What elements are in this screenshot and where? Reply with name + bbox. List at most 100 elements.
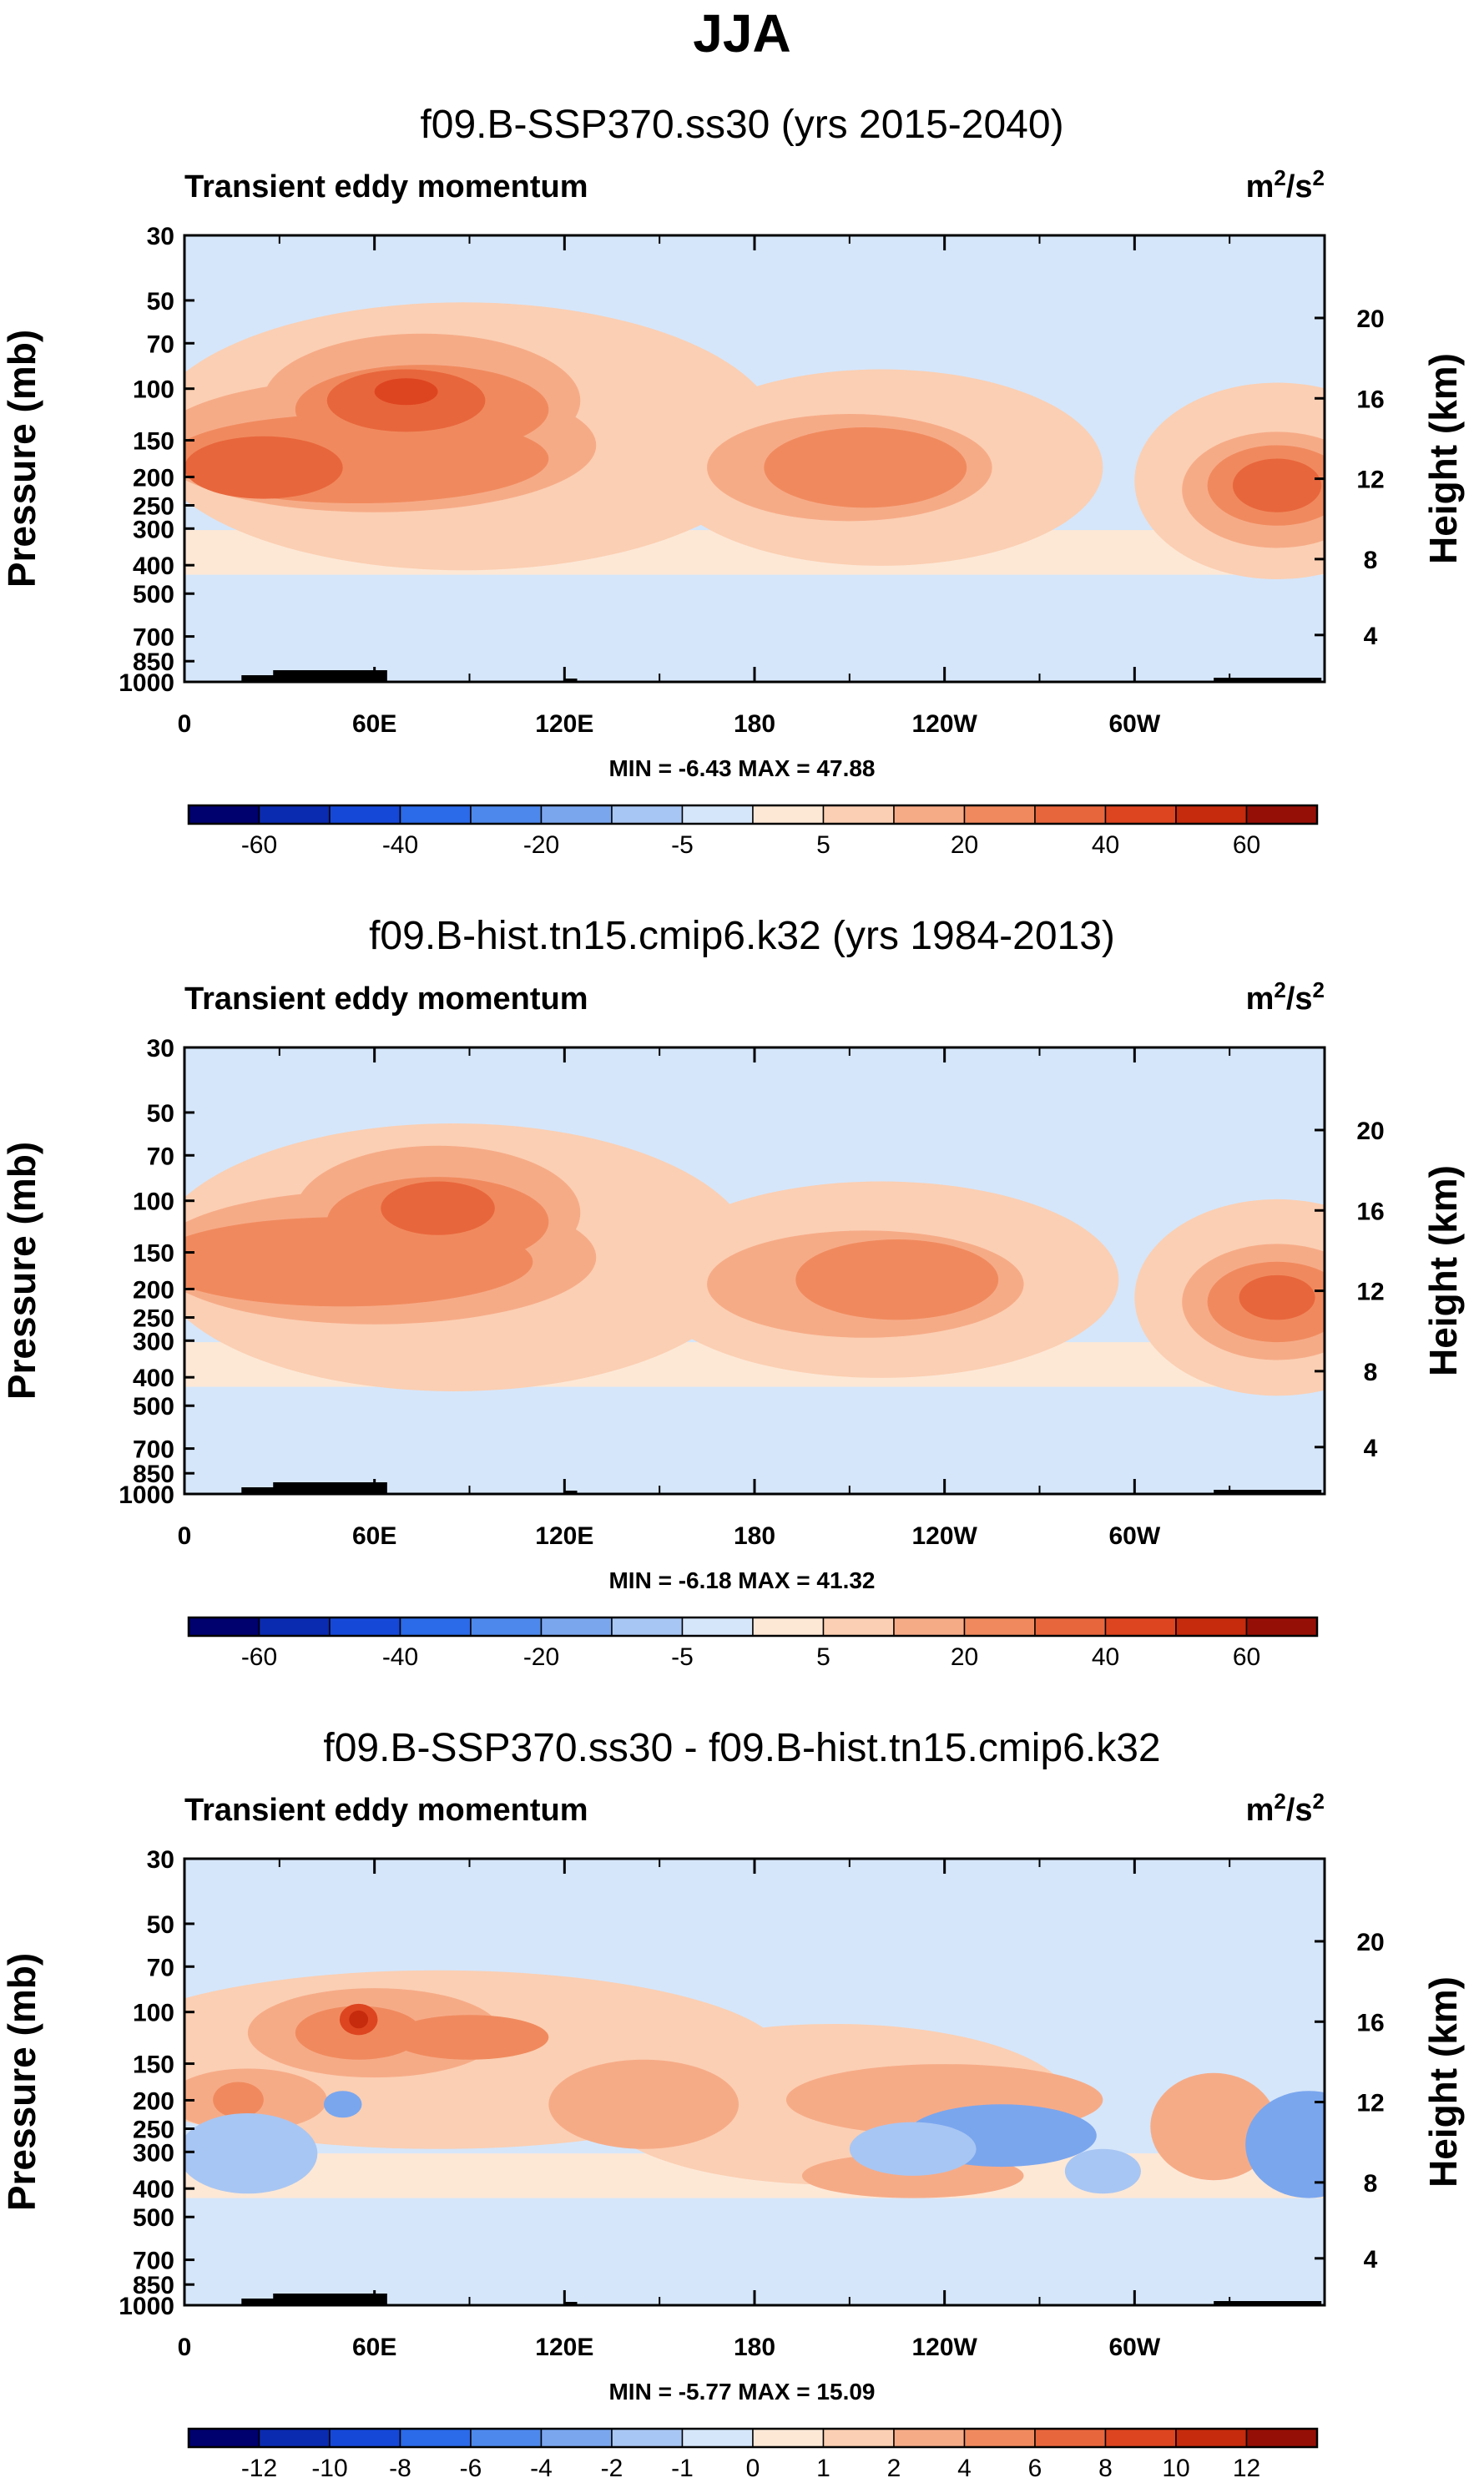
y-tick-label: 300 [133,516,174,543]
colorbar-swatch [822,2428,895,2448]
colorbar-swatch [752,2428,825,2448]
y-tick-label: 30 [147,1035,174,1062]
y-tick-label: 700 [133,1436,174,1464]
terrain [241,670,1322,682]
colorbar-swatch [752,805,825,825]
contour-region [548,2059,739,2149]
colorbar-label: -5 [671,831,694,859]
y-tick-label: 200 [133,464,174,492]
colorbar-swatch [399,1617,472,1637]
plot-area [184,235,1325,682]
terrain-block [1214,678,1322,682]
y-tick-label: 30 [147,1846,174,1874]
y2-tick-label: 16 [1356,386,1384,413]
x-tick-label: 0 [178,2334,192,2361]
colorbar-swatch [1034,2428,1107,2448]
y-tick-label: 500 [133,581,174,608]
colorbar-label: 60 [1233,1643,1260,1671]
y-tick-label: 850 [133,1461,174,1488]
colorbar-frame [187,804,1319,825]
x-tick-label: 120E [535,2334,593,2361]
colorbar-swatch [1245,1617,1318,1637]
colorbar-label: -10 [311,2455,347,2482]
colorbar-swatch [188,1617,260,1637]
contour-region [1239,1274,1315,1320]
x-tick-label: 60W [1108,710,1160,738]
y-tick-label: 250 [133,492,174,520]
panel-title: f09.B-SSP370.ss30 (yrs 2015-2040) [420,103,1063,147]
colorbar-frame [187,1616,1319,1638]
colorbar-swatch [611,1617,684,1637]
colorbar-swatch [258,2428,331,2448]
colorbar-label: 40 [1092,1643,1119,1671]
colorbar: -12 -10 -8 -6 -4 -2 -1 0 1 2 4 6 8 10 12 [187,2427,1319,2482]
colorbar-label: -20 [523,831,559,859]
y-tick-label: 1000 [119,2293,174,2320]
chart-panel-3: f09.B-SSP370.ss30 - f09.B-hist.tn15.cmip… [0,1726,1465,2482]
y-tick-label: 30 [147,223,174,250]
y2-tick-label: 20 [1356,1118,1384,1145]
x-tick-label: 60E [352,2334,396,2361]
y2-tick-label: 16 [1356,1198,1384,1225]
y2-tick-label: 4 [1364,1435,1378,1462]
y-tick-label: 850 [133,649,174,676]
colorbar-label: 6 [1028,2455,1042,2482]
x-tick-label: 120E [535,1522,593,1550]
y-tick-label: 500 [133,1393,174,1421]
y2-tick-label: 20 [1356,1929,1384,1956]
colorbar-swatch [540,2428,613,2448]
colorbar: -60 -40 -20 -5 5 20 40 60 [187,1616,1319,1671]
y2-axis-label: Height (km) [1421,1976,1465,2188]
contour-region [323,2091,362,2118]
y2-tick-label: 16 [1356,2009,1384,2036]
colorbar-swatch [1034,805,1107,825]
colorbar-swatch [681,805,754,825]
y-axis-label: Pressure (mb) [0,1142,43,1400]
contour-region [381,1181,495,1235]
y-tick-label: 70 [147,1954,174,1981]
colorbar-swatch [752,1617,825,1637]
y-tick-label: 150 [133,2052,174,2079]
colorbar-swatch [258,805,331,825]
y-tick-label: 850 [133,2272,174,2299]
colorbar-label: 2 [887,2455,901,2482]
terrain-block [273,1482,387,1494]
y-axis-label: Pressure (mb) [0,330,43,588]
min-max-stats: MIN = -6.43 MAX = 47.88 [608,755,875,781]
colorbar-label: -4 [530,2455,553,2482]
colorbar-label: 20 [951,1643,978,1671]
colorbar-label: 8 [1098,2455,1113,2482]
y-tick-label: 50 [147,1100,174,1128]
panel-subtitle: Transient eddy momentum [184,1793,588,1828]
x-tick-label: 120W [911,1522,977,1550]
colorbar-swatch [681,2428,754,2448]
colorbar-label: -8 [389,2455,411,2482]
y-tick-label: 150 [133,428,174,456]
y-tick-label: 200 [133,2087,174,2115]
colorbar-label: 10 [1162,2455,1189,2482]
min-max-stats: MIN = -6.18 MAX = 41.32 [608,1567,875,1593]
panel-title: f09.B-hist.tn15.cmip6.k32 (yrs 1984-2013… [369,914,1115,958]
colorbar-swatch [893,1617,966,1637]
y-tick-label: 70 [147,1143,174,1170]
x-tick-label: 120W [911,710,977,738]
colorbar-swatch [1104,805,1177,825]
y2-tick-label: 4 [1364,623,1378,650]
colorbar-label: -2 [601,2455,623,2482]
y-tick-label: 1000 [119,669,174,697]
colorbar-swatch [893,805,966,825]
y-tick-label: 200 [133,1276,174,1304]
y-tick-label: 150 [133,1240,174,1268]
y-tick-label: 500 [133,2204,174,2232]
x-tick-label: 60E [352,710,396,738]
units-label: m2/s2 [1246,165,1325,204]
y-tick-label: 70 [147,331,174,358]
y2-axis-label: Height (km) [1421,353,1465,564]
y2-tick-label: 12 [1356,467,1384,494]
y-tick-label: 400 [133,553,174,580]
plot-area [184,1047,1325,1494]
panel-subtitle: Transient eddy momentum [184,169,588,204]
y2-tick-label: 8 [1364,1359,1378,1386]
colorbar-label: -60 [241,1643,277,1671]
